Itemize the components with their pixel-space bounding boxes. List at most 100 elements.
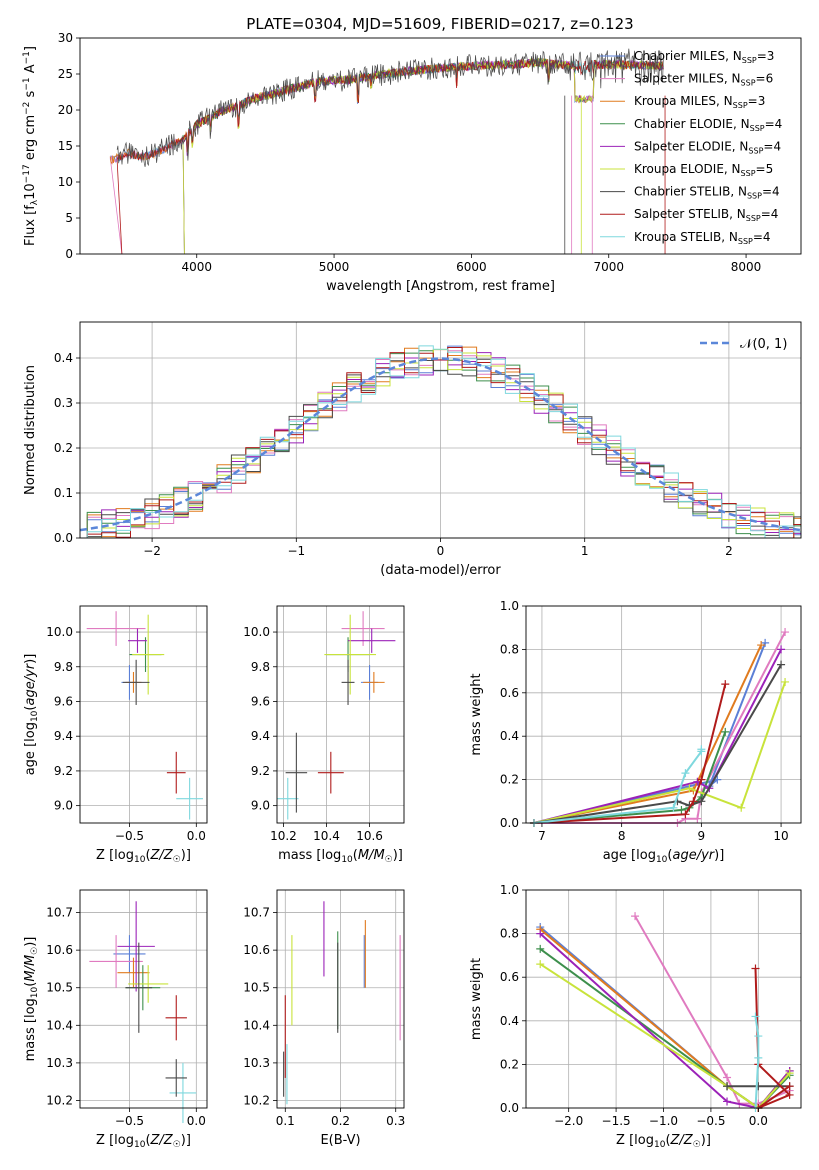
weight-marker	[693, 814, 702, 823]
x-tick-label: 8000	[731, 260, 762, 274]
weight-line	[539, 963, 791, 1110]
weight-marker	[536, 944, 545, 953]
legend-entry: Kroupa MILES, NSSP=3	[634, 94, 765, 110]
x-tick-label: 7000	[593, 260, 624, 274]
residuals-panel: −2 −1 0 1 2 0.0 0.1 0.2 0.3 0.4 (data-model)/error…	[23, 321, 802, 578]
y-tick-label: 10.4	[46, 1018, 73, 1032]
axes-frame	[276, 605, 405, 824]
y-tick-label: 10.6	[46, 943, 73, 957]
weight-marker	[723, 1073, 732, 1082]
y-tick-label: 0.0	[54, 531, 73, 545]
x-tick-label: 4000	[181, 260, 212, 274]
legend-entry: Salpeter ELODIE, NSSP=4	[634, 139, 781, 155]
x-axis-label: Z [log10(Z/Z☉)]	[616, 1133, 711, 1150]
axes-frame	[79, 889, 208, 1109]
x-tick-label: 10.6	[356, 829, 383, 843]
x-tick-label: 0.0	[187, 1114, 206, 1128]
weight-line	[539, 928, 791, 1110]
weight-marker	[751, 964, 760, 973]
x-tick-label: −0.5	[115, 829, 144, 843]
x-tick-label: −0.5	[696, 1114, 725, 1128]
histogram-step	[80, 358, 801, 538]
weight-line	[533, 681, 787, 824]
weight-marker	[697, 745, 706, 754]
weight-marker	[721, 680, 730, 689]
weight-marker	[689, 797, 698, 806]
weight-marker	[681, 810, 690, 819]
x-axis-label: E(B-V)	[320, 1133, 360, 1148]
mass_vs_Z-panel: −0.5 0.0 10.2 10.3 10.4 10.5 10.6 10.7 Z [log10(…	[23, 889, 208, 1150]
y-tick-label: 10.6	[243, 943, 270, 957]
x-tick-label: 9	[698, 829, 706, 843]
y-tick-label: 10.7	[46, 906, 73, 920]
x-tick-label: 7	[538, 829, 546, 843]
y-tick-label: 9.8	[54, 660, 73, 674]
weight-marker	[721, 727, 730, 736]
spectrum-line	[109, 58, 664, 254]
x-axis-label: Z [log10(Z/Z☉)]	[96, 1133, 191, 1150]
y-tick-label: 9.8	[251, 660, 270, 674]
weight-marker	[631, 912, 640, 921]
spectrum-line	[116, 48, 664, 167]
weight-marker	[754, 1053, 763, 1062]
histogram-step	[80, 345, 801, 538]
y-tick-label: 10.3	[243, 1056, 270, 1070]
x-tick-label: −2	[143, 544, 161, 558]
weight-marker	[777, 660, 786, 669]
x-tick-label: 1	[581, 544, 589, 558]
x-tick-label: 10.4	[313, 829, 340, 843]
y-tick-label: 0.4	[500, 1014, 519, 1028]
y-tick-label: 9.4	[54, 729, 73, 743]
y-tick-label: 9.0	[54, 799, 73, 813]
y-tick-label: 0.4	[54, 351, 73, 365]
y-tick-label: 10.7	[243, 906, 270, 920]
y-tick-label: 10.5	[243, 981, 270, 995]
weight-marker	[685, 784, 694, 793]
y-tick-label: 1.0	[500, 883, 519, 897]
y-tick-label: 0.0	[500, 1101, 519, 1115]
weight-marker	[677, 805, 686, 814]
weight-marker	[536, 929, 545, 938]
y-tick-label: 10	[58, 175, 73, 189]
legend-entry: Chabrier STELIB, NSSP=4	[634, 185, 780, 201]
weight-marker	[737, 803, 746, 812]
y-tick-label: 5	[65, 211, 73, 225]
weight-marker	[754, 1032, 763, 1041]
weight-marker	[781, 628, 790, 637]
x-tick-label: −1.5	[602, 1114, 631, 1128]
y-tick-label: 1.0	[500, 599, 519, 613]
weight_vs_Z-panel: −2.0 −1.5 −1.0 −0.5 0.0 0.0 0.2 0.4 0.6 0.8 1.0 Z […	[469, 883, 802, 1150]
spectrum-line	[182, 57, 664, 254]
axes-frame	[79, 605, 208, 824]
weight-marker	[536, 960, 545, 969]
weight-marker	[761, 638, 770, 647]
x-tick-label: −1.0	[649, 1114, 678, 1128]
y-axis-label: mass [log10(M/M☉)]	[23, 937, 40, 1062]
x-tick-label: −1	[287, 544, 305, 558]
x-axis-label: Z [log10(Z/Z☉)]	[96, 848, 191, 865]
mass_vs_ebv-panel: 0.1 0.2 0.3 10.2 10.3 10.4 10.5 10.6 10.7 E(B-V)	[243, 889, 405, 1148]
weight-marker	[777, 645, 786, 654]
weight-marker	[785, 1082, 794, 1091]
y-tick-label: 0.4	[500, 729, 519, 743]
age_vs_mass-panel: 10.2 10.4 10.6 9.0 9.2 9.4 9.6 9.8 10.0 mass [log…	[243, 605, 405, 865]
y-tick-label: 0.2	[500, 1057, 519, 1071]
y-tick-label: 9.0	[251, 799, 270, 813]
legend-entry: Kroupa ELODIE, NSSP=5	[634, 162, 773, 178]
x-axis-label: (data-model)/error	[380, 563, 501, 578]
y-tick-label: 0.1	[54, 486, 73, 500]
weight-marker	[697, 797, 706, 806]
weight-marker	[785, 1090, 794, 1099]
y-tick-label: 10.0	[243, 625, 270, 639]
weight-marker	[785, 1069, 794, 1078]
weight_vs_age-panel: 7 8 9 10 0.0 0.2 0.4 0.6 0.8 1.0 age [log10(age/yr…	[469, 599, 802, 865]
y-tick-label: 0.2	[54, 441, 73, 455]
x-tick-label: −0.5	[115, 1114, 144, 1128]
x-tick-label: 5000	[319, 260, 350, 274]
y-tick-label: 9.6	[54, 694, 73, 708]
residuals-legend: 𝒩(0, 1)	[700, 337, 787, 352]
y-tick-label: 0.8	[500, 642, 519, 656]
x-tick-label: 0.3	[386, 1114, 405, 1128]
y-tick-label: 9.4	[251, 729, 270, 743]
